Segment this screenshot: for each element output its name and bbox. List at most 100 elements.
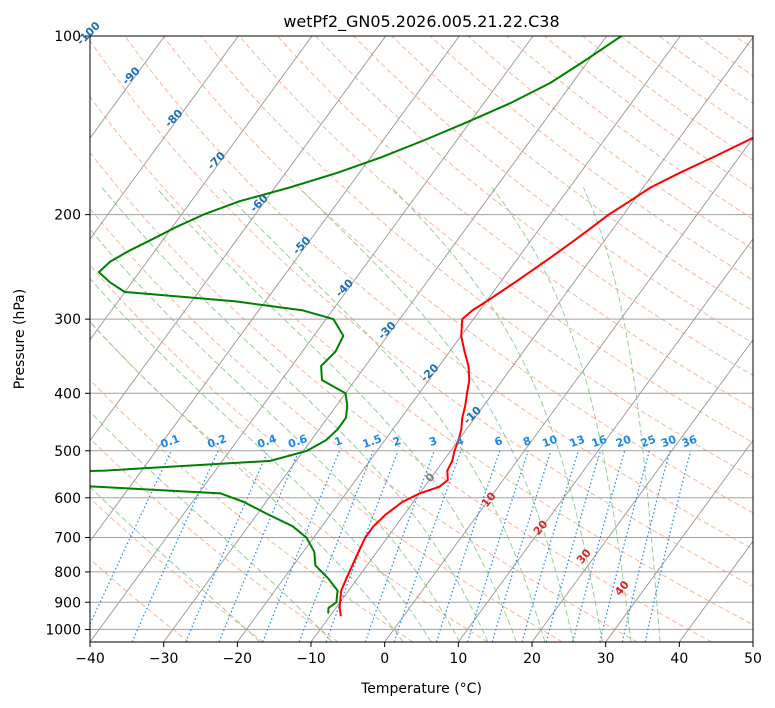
x-tick-label: 40	[670, 651, 688, 667]
x-tick-label: 50	[744, 651, 762, 667]
axes: −40 −30 −20 −10 0 10 20 30 40 5010020030040050060…	[45, 29, 762, 667]
isotherm-line	[90, 36, 387, 442]
y-tick-label: 1000	[45, 622, 81, 638]
dry-adiabat-line	[353, 36, 753, 344]
dry-adiabat-line	[429, 36, 753, 281]
x-axis-label: Temperature (°C)	[360, 681, 482, 697]
mixing-ratio-line	[90, 450, 172, 626]
mixing-ratio-line	[393, 450, 462, 642]
background-lines	[90, 36, 753, 642]
dry-adiabat-line	[90, 497, 264, 642]
mixing-ratio-label: 6	[493, 434, 505, 449]
mixing-ratio-line	[491, 450, 552, 642]
mixing-ratio-line	[572, 450, 626, 642]
y-tick-label: 900	[54, 595, 81, 611]
mixing-ratio-line	[621, 450, 671, 642]
dry-adiabat-line	[90, 95, 753, 626]
mixing-ratio-label: 25	[639, 433, 658, 450]
dry-adiabat-line	[90, 264, 563, 642]
mixing-ratio-label: 8	[521, 434, 533, 449]
y-tick-label: 200	[54, 208, 81, 224]
mixing-ratio-line	[185, 450, 269, 642]
moist-adiabat-line	[155, 187, 517, 642]
mixing-ratio-label: 13	[568, 433, 587, 450]
isotherm-line	[90, 36, 534, 642]
dry-adiabat-line	[506, 36, 753, 220]
mixing-ratio-line	[521, 450, 579, 642]
mixing-ratio-label: 0.1	[159, 432, 182, 451]
x-tick-label: −40	[75, 651, 105, 667]
y-tick-label: 400	[54, 386, 81, 402]
dry-adiabat-line	[277, 36, 753, 410]
profile-traces	[90, 36, 753, 617]
mixing-ratio-label: 1.5	[361, 432, 384, 451]
isotherm-line	[457, 238, 753, 642]
isotherm-line	[90, 36, 239, 240]
mixing-ratio-line	[218, 450, 300, 642]
moist-adiabat-line	[90, 277, 432, 642]
dry-adiabat-line	[162, 36, 753, 514]
moist-adiabat-line	[220, 187, 546, 642]
mixing-ratio-line	[599, 450, 650, 642]
mixing-ratio-label: 16	[590, 433, 609, 451]
dry-adiabat-line	[90, 437, 339, 642]
y-tick-label: 800	[54, 565, 81, 581]
y-tick-label: 700	[54, 531, 81, 547]
mixing-ratio-label: 20	[614, 433, 633, 451]
isotherm-line	[384, 137, 753, 642]
dry-adiabat-line	[200, 36, 753, 478]
mixing-ratio-label: 1	[333, 434, 345, 449]
x-tick-label: 10	[449, 651, 467, 667]
dry-adiabat-line	[124, 36, 753, 550]
y-tick-label: 600	[54, 491, 81, 507]
plot-frame	[89, 35, 754, 643]
temperature-profile-line	[338, 136, 753, 617]
mixing-ratio-label: 30	[659, 433, 678, 451]
mixing-ratio-line	[131, 450, 219, 642]
plot-area	[90, 36, 753, 642]
dewpoint-profile-line	[90, 36, 622, 614]
x-tick-label: 0	[380, 651, 389, 667]
moist-adiabat-line	[101, 187, 489, 642]
mixing-ratio-line	[435, 450, 501, 642]
mixing-ratio-line	[644, 450, 692, 642]
x-tick-label: −20	[223, 651, 253, 667]
isotherm-line	[531, 338, 753, 642]
dry-adiabat-line	[467, 36, 753, 250]
x-tick-label: 30	[597, 651, 615, 667]
mixing-ratio-line	[466, 450, 529, 642]
moist-adiabat-line	[391, 187, 603, 642]
isotherm-line	[163, 36, 608, 642]
dry-adiabat-line	[315, 36, 753, 377]
x-tick-label: −30	[149, 651, 179, 667]
isotherm-line	[90, 36, 166, 139]
x-tick-label: 20	[523, 651, 541, 667]
y-tick-label: 100	[54, 29, 81, 45]
moist-adiabat-line	[298, 187, 575, 642]
moist-adiabat-line	[583, 187, 661, 642]
y-axis-label: Pressure (hPa)	[12, 289, 28, 389]
y-tick-label: 500	[54, 444, 81, 460]
dry-adiabat-line	[238, 36, 753, 444]
mixing-ratio-label: 36	[680, 433, 699, 451]
mixing-ratio-label: 3	[427, 434, 439, 449]
mixing-ratio-label: 2	[391, 434, 403, 449]
mixing-ratio-line	[364, 450, 435, 642]
dry-adiabat-line	[391, 36, 753, 312]
mixing-ratio-label: 0.2	[206, 432, 229, 451]
y-tick-label: 300	[54, 312, 81, 328]
mixing-ratio-label: 4	[454, 434, 466, 449]
x-tick-label: −10	[296, 651, 326, 667]
moist-adiabat-line	[90, 486, 261, 642]
mixing-ratio-label: 10	[540, 433, 559, 451]
dry-adiabat-line	[90, 39, 753, 587]
mixing-ratio-label: 0.4	[256, 432, 279, 451]
chart-title: wetPf2_GN05.2026.005.21.22.C38	[283, 12, 559, 32]
isotherm-line	[605, 439, 753, 642]
mixing-ratio-line	[545, 450, 602, 642]
isotherm-line	[236, 36, 681, 642]
isotherm-line	[310, 36, 753, 642]
dry-adiabat-line	[582, 36, 753, 161]
dry-adiabat-line	[90, 151, 712, 642]
